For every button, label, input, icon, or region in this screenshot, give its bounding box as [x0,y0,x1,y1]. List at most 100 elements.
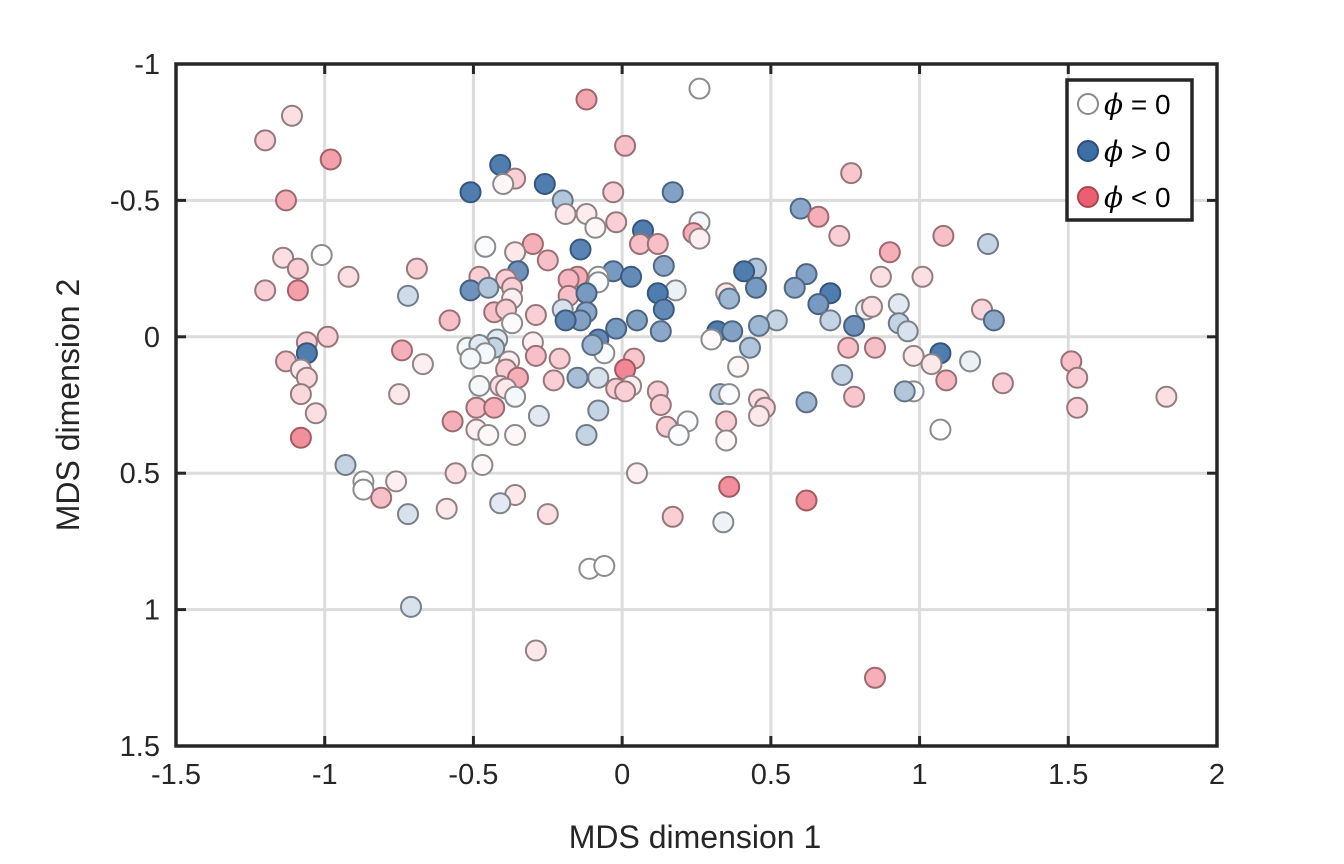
x-tick-label: 0.5 [751,759,791,791]
data-point [789,197,812,220]
data-point [254,279,277,302]
data-point [319,148,342,171]
data-point [474,235,497,258]
data-point [991,372,1014,395]
y-tick-label: 0.5 [120,458,160,490]
data-point [840,162,863,185]
data-point [721,320,744,343]
data-point [977,233,999,255]
y-tick-label: 1.5 [120,731,160,763]
y-tick-label: -0.5 [110,185,160,217]
data-point [864,336,886,359]
data-point [932,224,955,247]
y-axis-label: MDS dimension 2 [50,279,86,532]
data-point [477,276,500,299]
data-point [316,325,339,348]
data-point [652,254,675,277]
data-point [745,276,767,299]
x-tick-labels: -1.5 -1 -0.5 0 0.5 1 1.5 2 [151,759,1225,791]
data-point [869,265,892,288]
data-point [688,227,711,250]
data-point [718,287,741,310]
legend-marker-phi-positive [1077,140,1099,162]
y-tick-label: -1 [134,49,160,81]
data-point [935,369,958,392]
data-point [718,383,741,406]
x-tick-label: 0 [614,759,630,791]
data-point [370,486,393,509]
data-point [575,424,598,446]
data-point [272,246,295,269]
legend-label-phi-positive: ϕ > 0 [1104,135,1171,168]
data-point [587,366,610,389]
data-point [334,454,357,476]
data-point [929,418,952,441]
data-point [275,189,297,212]
data-point [652,298,675,321]
data-point [864,666,886,689]
data-point [1155,385,1178,408]
data-point [715,429,738,452]
data-point [783,276,806,299]
data-point [911,265,934,288]
data-point [982,309,1005,332]
data-point [533,173,556,195]
x-tick-label: -0.5 [448,759,498,791]
data-point [712,511,735,534]
data-point [843,385,866,408]
data-point [435,497,458,520]
data-point [492,173,515,195]
data-point [795,391,818,414]
data-point [795,489,818,512]
data-point [587,399,610,422]
data-point [667,424,690,446]
data-point [649,394,672,416]
data-point [661,505,684,528]
data-point [664,279,687,302]
data-point [289,383,312,406]
x-tick-label: 1 [912,759,928,791]
data-point [286,279,309,302]
data-point [554,203,577,225]
data-point [286,257,309,280]
data-point [1066,366,1089,389]
data-point [843,314,866,337]
data-point [459,279,482,302]
data-point [459,347,482,370]
data-point [504,241,527,264]
data-point [861,295,883,318]
data-point [471,454,494,476]
data-point [477,424,500,446]
data-point [405,257,428,280]
legend-label-phi-zero: ϕ = 0 [1104,88,1171,121]
data-point [748,404,770,427]
data-point [337,265,360,288]
data-point [527,404,550,427]
data-point [688,77,711,100]
data-point [289,426,312,449]
data-point [459,181,482,204]
x-tick-label: -1 [312,759,338,791]
data-point [438,309,461,332]
data-point [352,478,375,501]
x-tick-label: 2 [1209,759,1225,791]
data-point [605,211,628,234]
data-point [444,462,467,485]
data-point [536,249,559,272]
data-point [626,309,648,332]
data-point [388,383,411,406]
data-point [887,293,910,316]
data-point [501,312,524,335]
data-point [626,462,648,485]
data-point [959,350,982,373]
data-point [718,475,741,498]
data-point [400,595,422,618]
data-point [575,282,598,305]
x-tick-label: 1.5 [1048,759,1088,791]
data-point [411,353,434,376]
data-point [584,216,607,239]
data-point [504,424,527,446]
data-point [524,639,547,662]
y-tick-label: 1 [144,595,160,627]
data-point [661,181,684,204]
